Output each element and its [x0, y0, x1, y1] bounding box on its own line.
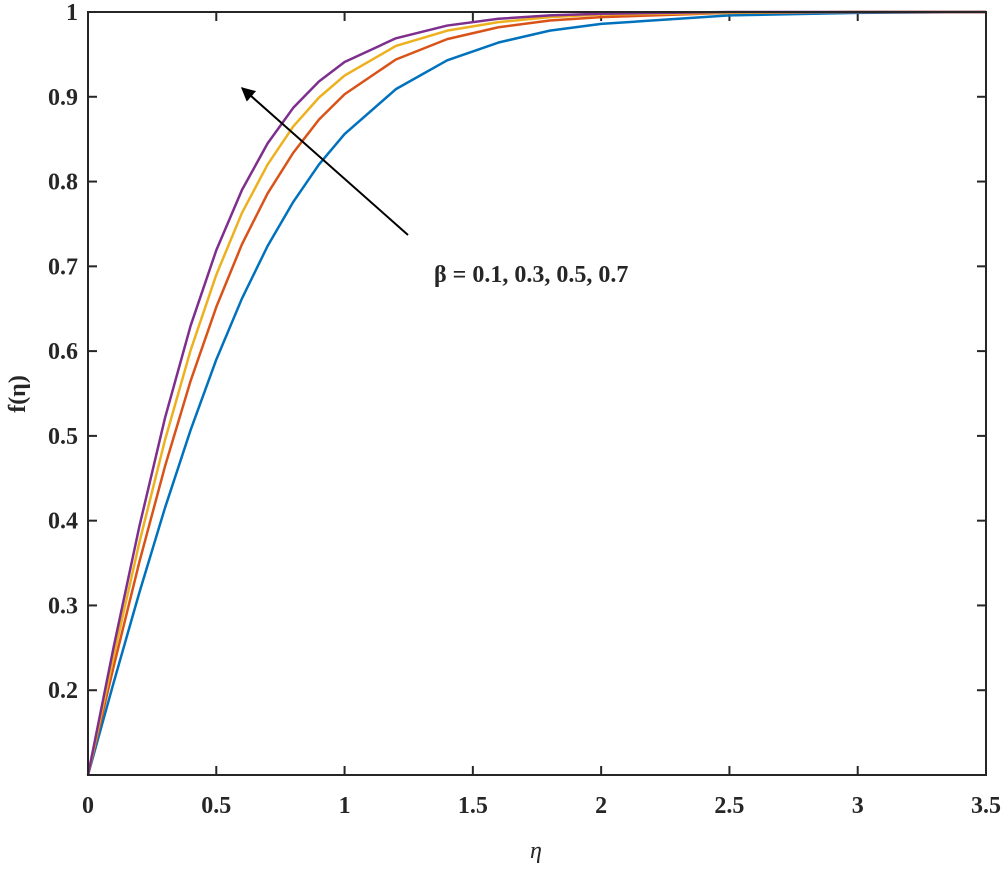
line	[86, 10, 987, 776]
x-tick-label: 3	[852, 793, 864, 819]
arrow	[240, 87, 409, 236]
annotation: β = 0.1, 0.3, 0.5, 0.7	[434, 262, 628, 288]
x-tick-label: 1.5	[458, 793, 488, 819]
y-tick-label: 0.2	[48, 678, 78, 704]
x-tick-label: 0.5	[201, 793, 231, 819]
y-tick-label: 0.9	[48, 85, 78, 111]
y-tick-label: 0.8	[48, 170, 78, 196]
x-tick-label: 1	[339, 793, 351, 819]
x-tick-label: 3.5	[971, 793, 1001, 819]
y-tick-label: 0.7	[48, 254, 78, 280]
y-tick-label: 0.3	[48, 593, 78, 619]
y-tick-label: 0.5	[48, 424, 78, 450]
x-axis-label: η	[530, 838, 542, 864]
line	[86, 10, 986, 776]
line	[86, 10, 986, 776]
y-tick-label: 0.4	[48, 509, 78, 535]
y-tick-label: 1	[66, 0, 78, 26]
line	[86, 10, 986, 776]
y-tick-label: 0.6	[48, 339, 78, 365]
y-axis-label: f(η)	[5, 375, 31, 413]
axes-box	[87, 11, 987, 776]
plot-area: 0.2 0.3 0.4 0.5 0.6 0.7 0.8 0.9 1 0 0.5 1 1.5 2 2.5 3 3.…	[48, 0, 1001, 819]
x-tick-label: 2	[595, 793, 607, 819]
x-tick-label: 2.5	[714, 793, 744, 819]
x-tick-label: 0	[82, 793, 94, 819]
